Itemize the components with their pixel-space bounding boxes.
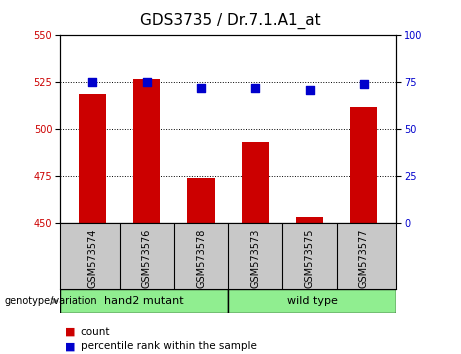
Text: wild type: wild type — [287, 296, 338, 306]
Text: GSM573576: GSM573576 — [142, 228, 152, 288]
Text: GSM573574: GSM573574 — [88, 228, 97, 288]
Point — [252, 85, 259, 91]
Bar — [79, 93, 106, 223]
Point — [143, 79, 150, 85]
Point — [306, 87, 313, 93]
Text: ■: ■ — [65, 341, 75, 351]
Point — [197, 85, 205, 91]
Text: GSM573577: GSM573577 — [359, 228, 369, 288]
Bar — [228, 289, 396, 313]
Bar — [133, 79, 160, 223]
Text: hand2 mutant: hand2 mutant — [104, 296, 184, 306]
Text: GSM573573: GSM573573 — [250, 228, 260, 288]
Bar — [350, 107, 378, 223]
Text: GDS3735 / Dr.7.1.A1_at: GDS3735 / Dr.7.1.A1_at — [140, 12, 321, 29]
Text: GSM573578: GSM573578 — [196, 228, 206, 288]
Text: count: count — [81, 327, 110, 337]
Bar — [60, 289, 228, 313]
Bar — [242, 142, 269, 223]
Text: GSM573575: GSM573575 — [305, 228, 314, 288]
Text: ■: ■ — [65, 327, 75, 337]
Bar — [188, 178, 215, 223]
Text: genotype/variation: genotype/variation — [5, 296, 97, 306]
Point — [89, 79, 96, 85]
Text: percentile rank within the sample: percentile rank within the sample — [81, 341, 257, 351]
Point — [360, 81, 367, 87]
Bar — [296, 217, 323, 223]
